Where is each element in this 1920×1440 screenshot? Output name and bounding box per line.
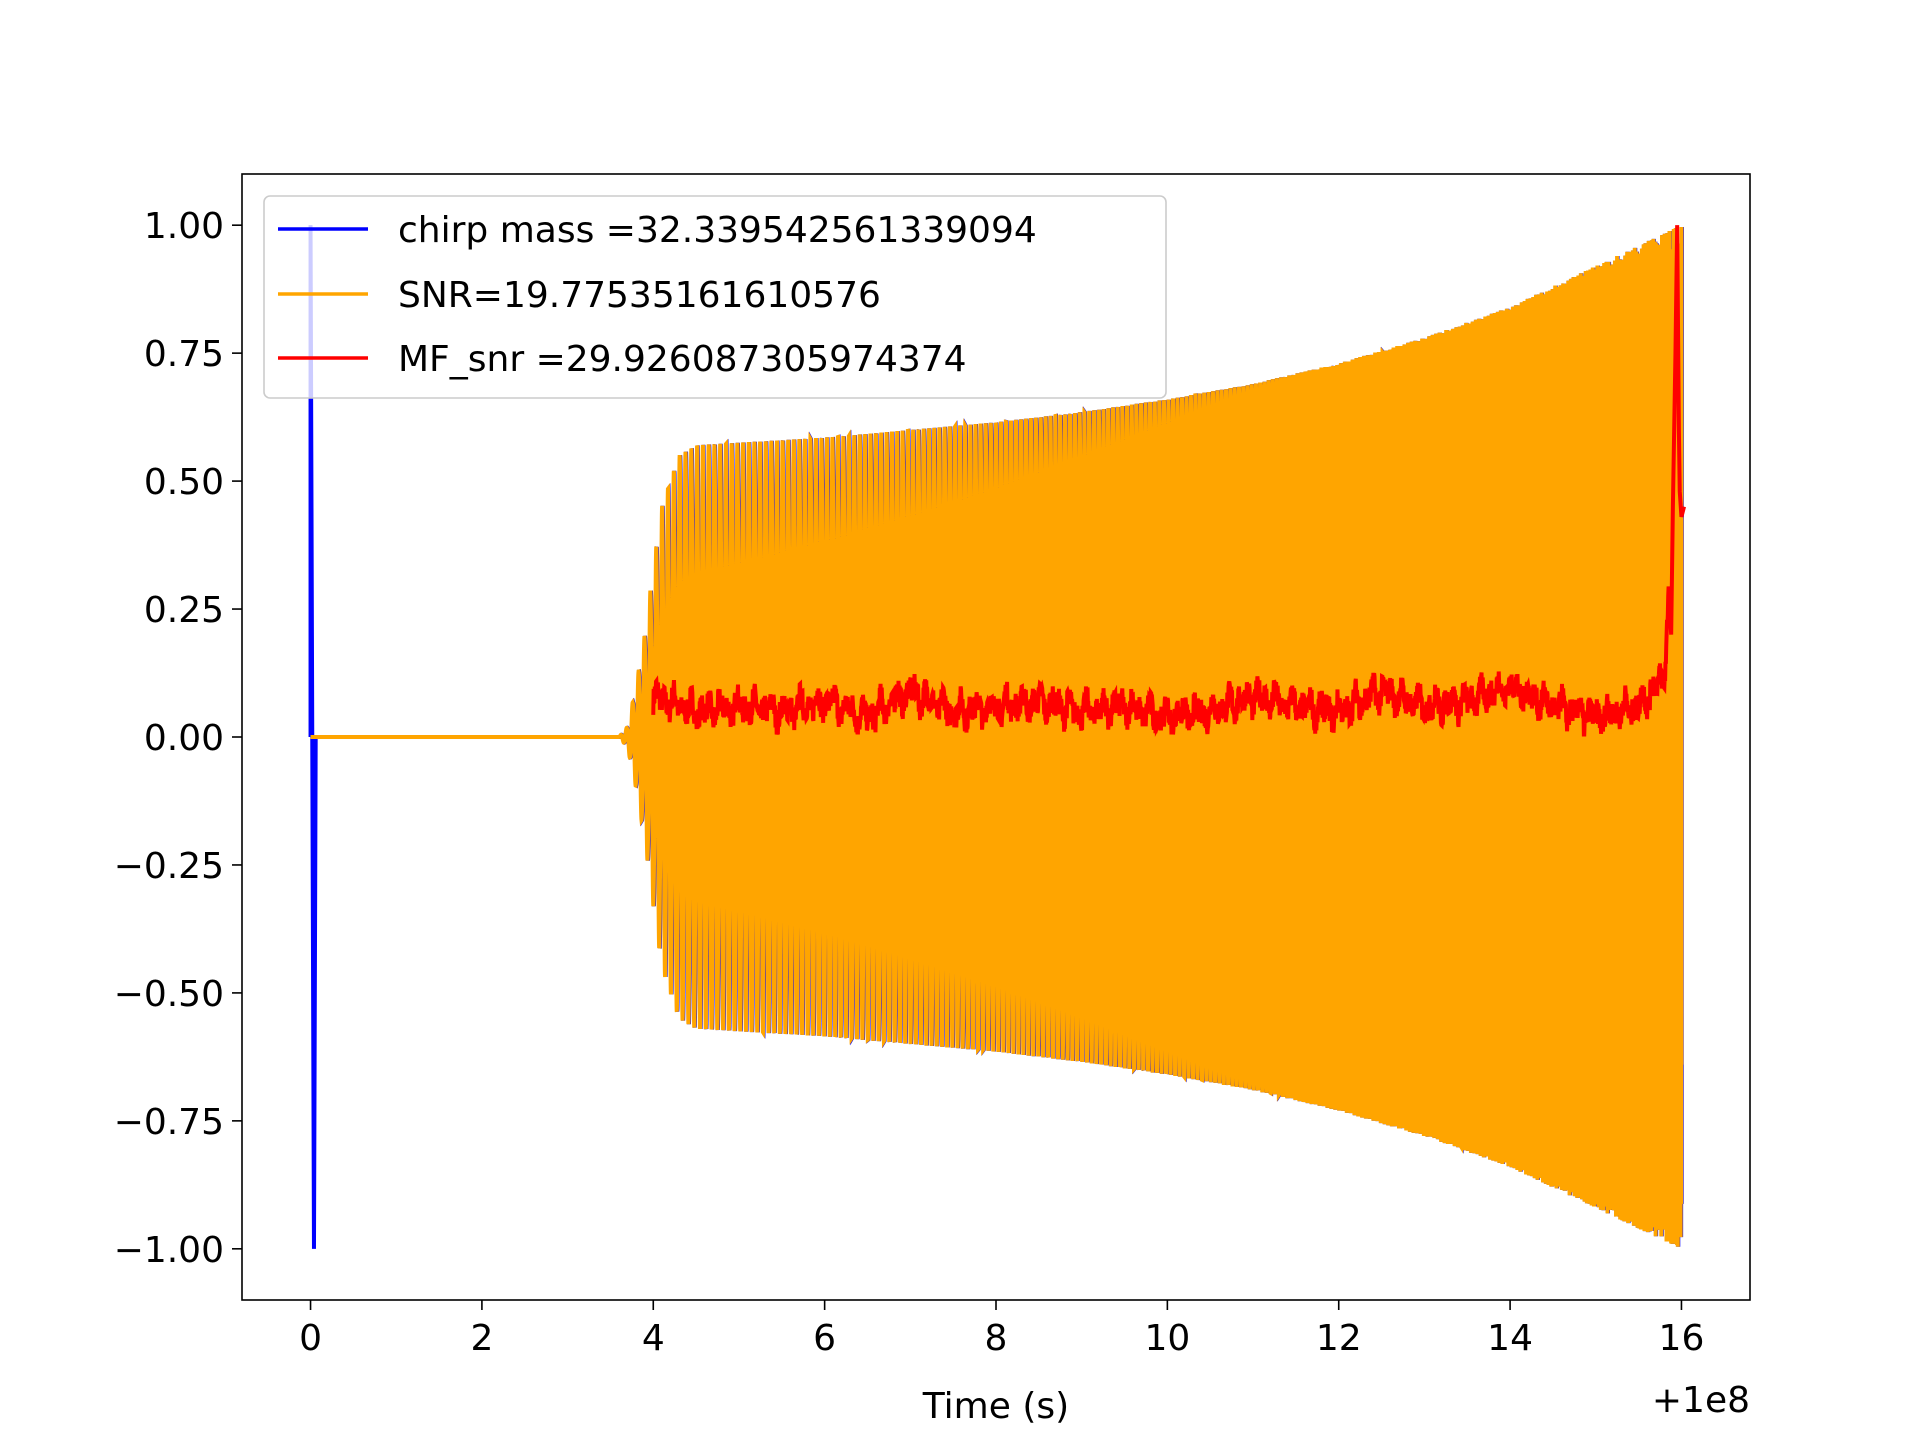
legend-label-snr: SNR=19.77535161610576 bbox=[398, 275, 881, 316]
series-layer bbox=[308, 225, 1686, 1249]
series-line-mf-snr bbox=[651, 225, 1686, 737]
x-tick-label: 4 bbox=[642, 1318, 665, 1359]
y-tick-label: 0.75 bbox=[144, 334, 224, 375]
y-tick-label: 0.50 bbox=[144, 462, 224, 503]
x-tick-label: 0 bbox=[299, 1318, 322, 1359]
x-axis-ticks: 0 2 4 6 8 10 12 14 16 bbox=[299, 1300, 1704, 1359]
x-tick-label: 8 bbox=[985, 1318, 1008, 1359]
y-tick-label: −0.25 bbox=[114, 846, 224, 887]
x-axis-label: Time (s) bbox=[922, 1386, 1069, 1427]
legend: chirp mass =32.339542561339094 SNR=19.77… bbox=[263, 195, 1167, 399]
legend-label-chirp-mass: chirp mass =32.339542561339094 bbox=[398, 210, 1037, 251]
series-line-snr bbox=[310, 226, 1684, 1247]
y-tick-label: 0.00 bbox=[144, 718, 224, 759]
x-tick-label: 16 bbox=[1659, 1318, 1705, 1359]
x-tick-label: 14 bbox=[1487, 1318, 1533, 1359]
legend-label-mf-snr: MF_snr =29.926087305974374 bbox=[398, 339, 967, 380]
y-tick-label: −0.50 bbox=[114, 974, 224, 1015]
y-tick-label: 0.25 bbox=[144, 590, 224, 631]
x-tick-label: 2 bbox=[470, 1318, 493, 1359]
y-tick-label: 1.00 bbox=[144, 206, 224, 247]
x-tick-label: 10 bbox=[1144, 1318, 1190, 1359]
x-tick-label: 12 bbox=[1316, 1318, 1362, 1359]
legend-box bbox=[263, 195, 1167, 399]
y-tick-label: −0.75 bbox=[114, 1102, 224, 1143]
x-tick-label: 6 bbox=[813, 1318, 836, 1359]
y-axis-ticks: 1.00 0.75 0.50 0.25 0.00 −0.25 −0.50 −0.75 −1.00 bbox=[114, 206, 242, 1271]
x-offset-label: +1e8 bbox=[1652, 1380, 1750, 1421]
y-tick-label: −1.00 bbox=[114, 1230, 224, 1271]
